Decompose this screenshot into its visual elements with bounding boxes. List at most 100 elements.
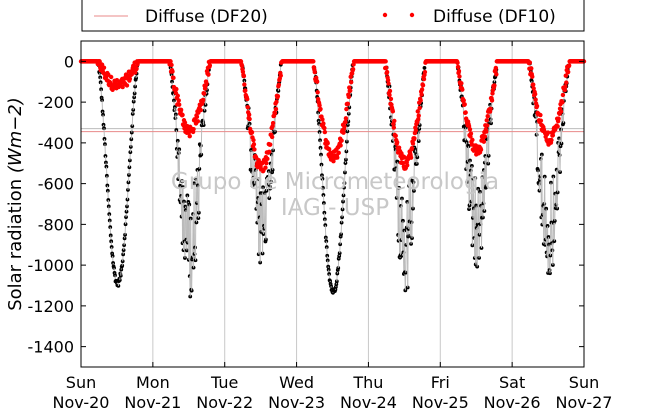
global-point [269,179,274,184]
diffuse-point [560,92,566,98]
global-point [264,188,269,193]
diffuse-point [127,76,133,82]
global-point [125,204,129,209]
diffuse-point [187,134,192,139]
global-point [537,188,542,193]
diffuse-point [422,69,428,75]
global-point [344,149,349,154]
diffuse-point [336,150,341,156]
diffuse-point [317,103,322,108]
diffuse-point [194,114,200,120]
diffuse-point [396,145,402,150]
diffuse-point [178,107,184,113]
global-point [127,165,132,170]
diffuse-point [343,116,349,121]
diffuse-point [246,112,252,117]
diffuse-point [177,102,182,107]
diffuse-point [343,119,348,125]
diffuse-df10-series [78,59,587,174]
global-point [555,190,560,195]
diffuse-point [251,142,257,147]
diffuse-point [345,101,351,107]
diffuse-point [245,96,250,102]
diffuse-point [383,59,388,64]
diffuse-point [416,113,421,118]
diffuse-point [489,98,495,103]
diffuse-point [270,120,276,126]
diffuse-point [245,104,250,110]
global-point [194,220,199,225]
global-point [552,239,557,244]
diffuse-point [312,69,317,75]
diffuse-point [338,143,343,148]
diffuse-point [563,73,568,78]
diffuse-point [457,74,462,79]
y-tick-label: -1000 [28,256,75,275]
diffuse-point [350,66,356,72]
diffuse-point [538,112,543,118]
diffuse-point [326,146,332,152]
diffuse-point [564,80,569,85]
legend-box [81,0,585,32]
diffuse-point [383,65,389,70]
y-axis-ticks: 0 -200 -400 -600 -800 -1000 -1200 -1400 [28,52,584,357]
diffuse-point [344,106,349,112]
diffuse-point [348,79,354,85]
diffuse-point [392,118,397,124]
diffuse-point [558,109,564,114]
diffuse-point [410,141,416,146]
diffuse-point [174,86,179,92]
diffuse-point [463,110,468,115]
diffuse-point [418,98,423,103]
global-point [337,254,342,258]
diffuse-point [169,62,174,68]
diffuse-point [346,94,351,100]
global-point [124,215,128,220]
global-point [339,232,344,237]
diffuse-point [485,113,490,119]
global-point [416,139,421,143]
global-point [343,170,347,175]
legend-df10-swatch-dot [382,12,388,18]
diffuse-point [400,160,406,166]
diffuse-point [321,121,326,126]
x-tick-label-date: Nov-25 [412,393,469,409]
y-axis-label: Solar radiation (Wm−2) [5,97,26,311]
diffuse-point [550,133,556,138]
diffuse-point [320,117,325,122]
diffuse-point [124,83,130,88]
diffuse-point [531,86,536,91]
global-point [470,243,475,248]
global-point [127,158,132,163]
diffuse-point [538,118,544,123]
diffuse-point [200,97,206,103]
diffuse-point [325,141,330,146]
y-tick-label: 0 [64,52,74,71]
diffuse-point [267,149,272,154]
diffuse-point [527,60,533,65]
x-tick-label-day: Fri [431,373,450,392]
watermark: Grupo de Micrometeorologia IAG - USP [171,169,499,221]
diffuse-point [384,69,390,75]
global-point [128,150,133,155]
x-tick-label-date: Nov-21 [124,393,181,409]
global-point [197,166,202,171]
global-point [260,251,265,256]
diffuse-point [251,137,256,143]
diffuse-point [204,81,209,86]
global-point [199,152,204,157]
diffuse-point [460,87,465,92]
global-point [549,180,553,185]
x-tick-label-date: Nov-23 [268,393,325,409]
global-point [128,144,133,149]
y-tick-label: -600 [38,175,74,194]
diffuse-point [318,106,323,112]
global-point [539,152,544,157]
global-point [552,219,557,223]
diffuse-point [263,165,268,170]
diffuse-point [134,66,139,71]
y-axis-label-unit: (Wm−2) [5,97,26,173]
diffuse-point [341,130,346,135]
diffuse-point [385,77,391,83]
diffuse-point [180,112,185,118]
